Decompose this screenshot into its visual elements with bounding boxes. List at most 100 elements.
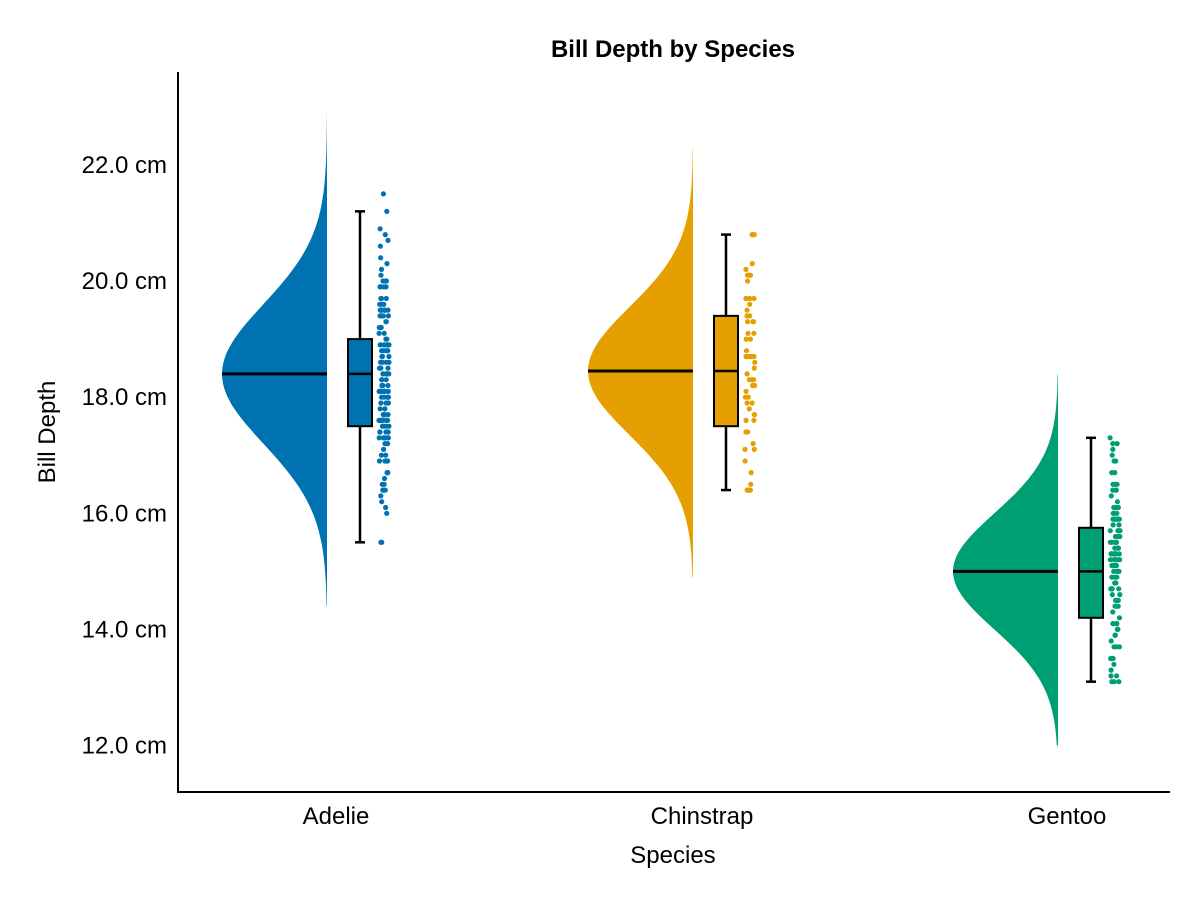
data-point — [743, 266, 749, 272]
points-gentoo — [1107, 435, 1123, 685]
data-point — [743, 417, 749, 423]
data-point — [378, 266, 385, 272]
data-point — [1109, 592, 1115, 598]
data-point — [379, 377, 385, 383]
data-point — [380, 487, 386, 493]
data-point — [1114, 621, 1120, 627]
data-point — [1110, 522, 1116, 528]
data-point — [376, 330, 382, 336]
data-point — [381, 301, 387, 307]
data-point — [1111, 504, 1117, 511]
data-point — [1114, 510, 1120, 516]
data-point — [1112, 551, 1118, 557]
data-point — [1114, 499, 1120, 505]
data-point — [743, 336, 749, 342]
data-point — [378, 359, 384, 365]
density-chinstrap — [588, 147, 693, 578]
data-point — [377, 429, 383, 435]
data-point — [744, 400, 750, 406]
data-point — [382, 284, 388, 290]
data-point — [379, 388, 385, 394]
data-point — [382, 232, 388, 238]
data-point — [1110, 609, 1116, 615]
data-point — [751, 295, 757, 302]
data-point — [751, 232, 757, 238]
data-point — [381, 446, 387, 452]
data-point — [743, 295, 749, 302]
data-point — [386, 371, 392, 377]
series-gentoo — [953, 373, 1123, 746]
data-point — [1116, 586, 1122, 592]
data-point — [379, 348, 385, 354]
data-point — [1109, 679, 1115, 685]
data-point — [384, 261, 390, 267]
data-point — [743, 353, 749, 360]
data-point — [1110, 621, 1116, 627]
data-point — [381, 475, 388, 482]
data-point — [384, 470, 390, 476]
y-axis-label: Bill Depth — [34, 381, 61, 484]
data-point — [1109, 470, 1115, 476]
data-point — [1108, 551, 1114, 557]
data-point — [386, 353, 392, 360]
data-point — [1111, 568, 1117, 575]
data-point — [747, 272, 754, 278]
y-tick-label: 14.0 cm — [82, 616, 167, 643]
data-point — [1116, 679, 1122, 685]
box-gentoo — [1078, 526, 1104, 619]
x-tick-label-gentoo: Gentoo — [1028, 803, 1107, 830]
data-point — [383, 319, 389, 325]
data-point — [1115, 568, 1121, 575]
data-point — [382, 406, 388, 412]
data-point — [743, 348, 750, 354]
data-point — [1110, 441, 1116, 447]
data-point — [749, 353, 755, 360]
data-point — [380, 371, 386, 377]
y-tick-label: 12.0 cm — [82, 733, 167, 760]
data-point — [1114, 603, 1120, 609]
data-point — [376, 324, 382, 331]
data-point — [1112, 557, 1118, 563]
data-point — [379, 499, 385, 505]
x-tick-label-adelie: Adelie — [303, 803, 370, 830]
data-point — [1115, 626, 1121, 633]
data-point — [1115, 597, 1121, 604]
data-point — [751, 417, 757, 423]
data-point — [1112, 632, 1118, 638]
data-point — [386, 359, 392, 365]
data-point — [751, 365, 757, 371]
y-tick-label: 22.0 cm — [82, 152, 167, 179]
data-point — [377, 301, 383, 307]
data-point — [378, 365, 384, 371]
data-point — [749, 400, 755, 406]
data-point — [1107, 435, 1113, 441]
data-point — [745, 330, 751, 336]
data-point — [385, 382, 391, 389]
data-point — [385, 237, 391, 243]
data-point — [751, 377, 757, 383]
data-point — [382, 435, 388, 441]
chart-title: Bill Depth by Species — [551, 36, 795, 63]
points-adelie — [376, 191, 392, 545]
data-point — [381, 412, 387, 418]
data-point — [1117, 528, 1123, 534]
data-point — [381, 330, 387, 336]
data-point — [1108, 586, 1114, 592]
data-point — [383, 348, 389, 354]
data-point — [376, 435, 382, 441]
data-point — [377, 226, 383, 232]
data-point — [1108, 673, 1114, 679]
plot-area — [222, 112, 1123, 746]
data-point — [385, 417, 391, 423]
data-point — [744, 487, 750, 493]
data-point — [379, 353, 385, 360]
data-point — [384, 208, 390, 214]
data-point — [1113, 580, 1119, 586]
data-point — [747, 336, 754, 342]
data-point — [742, 446, 748, 452]
density-gentoo — [953, 373, 1058, 746]
x-axis-label: Species — [630, 842, 715, 869]
data-point — [1115, 545, 1122, 551]
data-point — [385, 313, 391, 319]
data-point — [1111, 458, 1117, 464]
